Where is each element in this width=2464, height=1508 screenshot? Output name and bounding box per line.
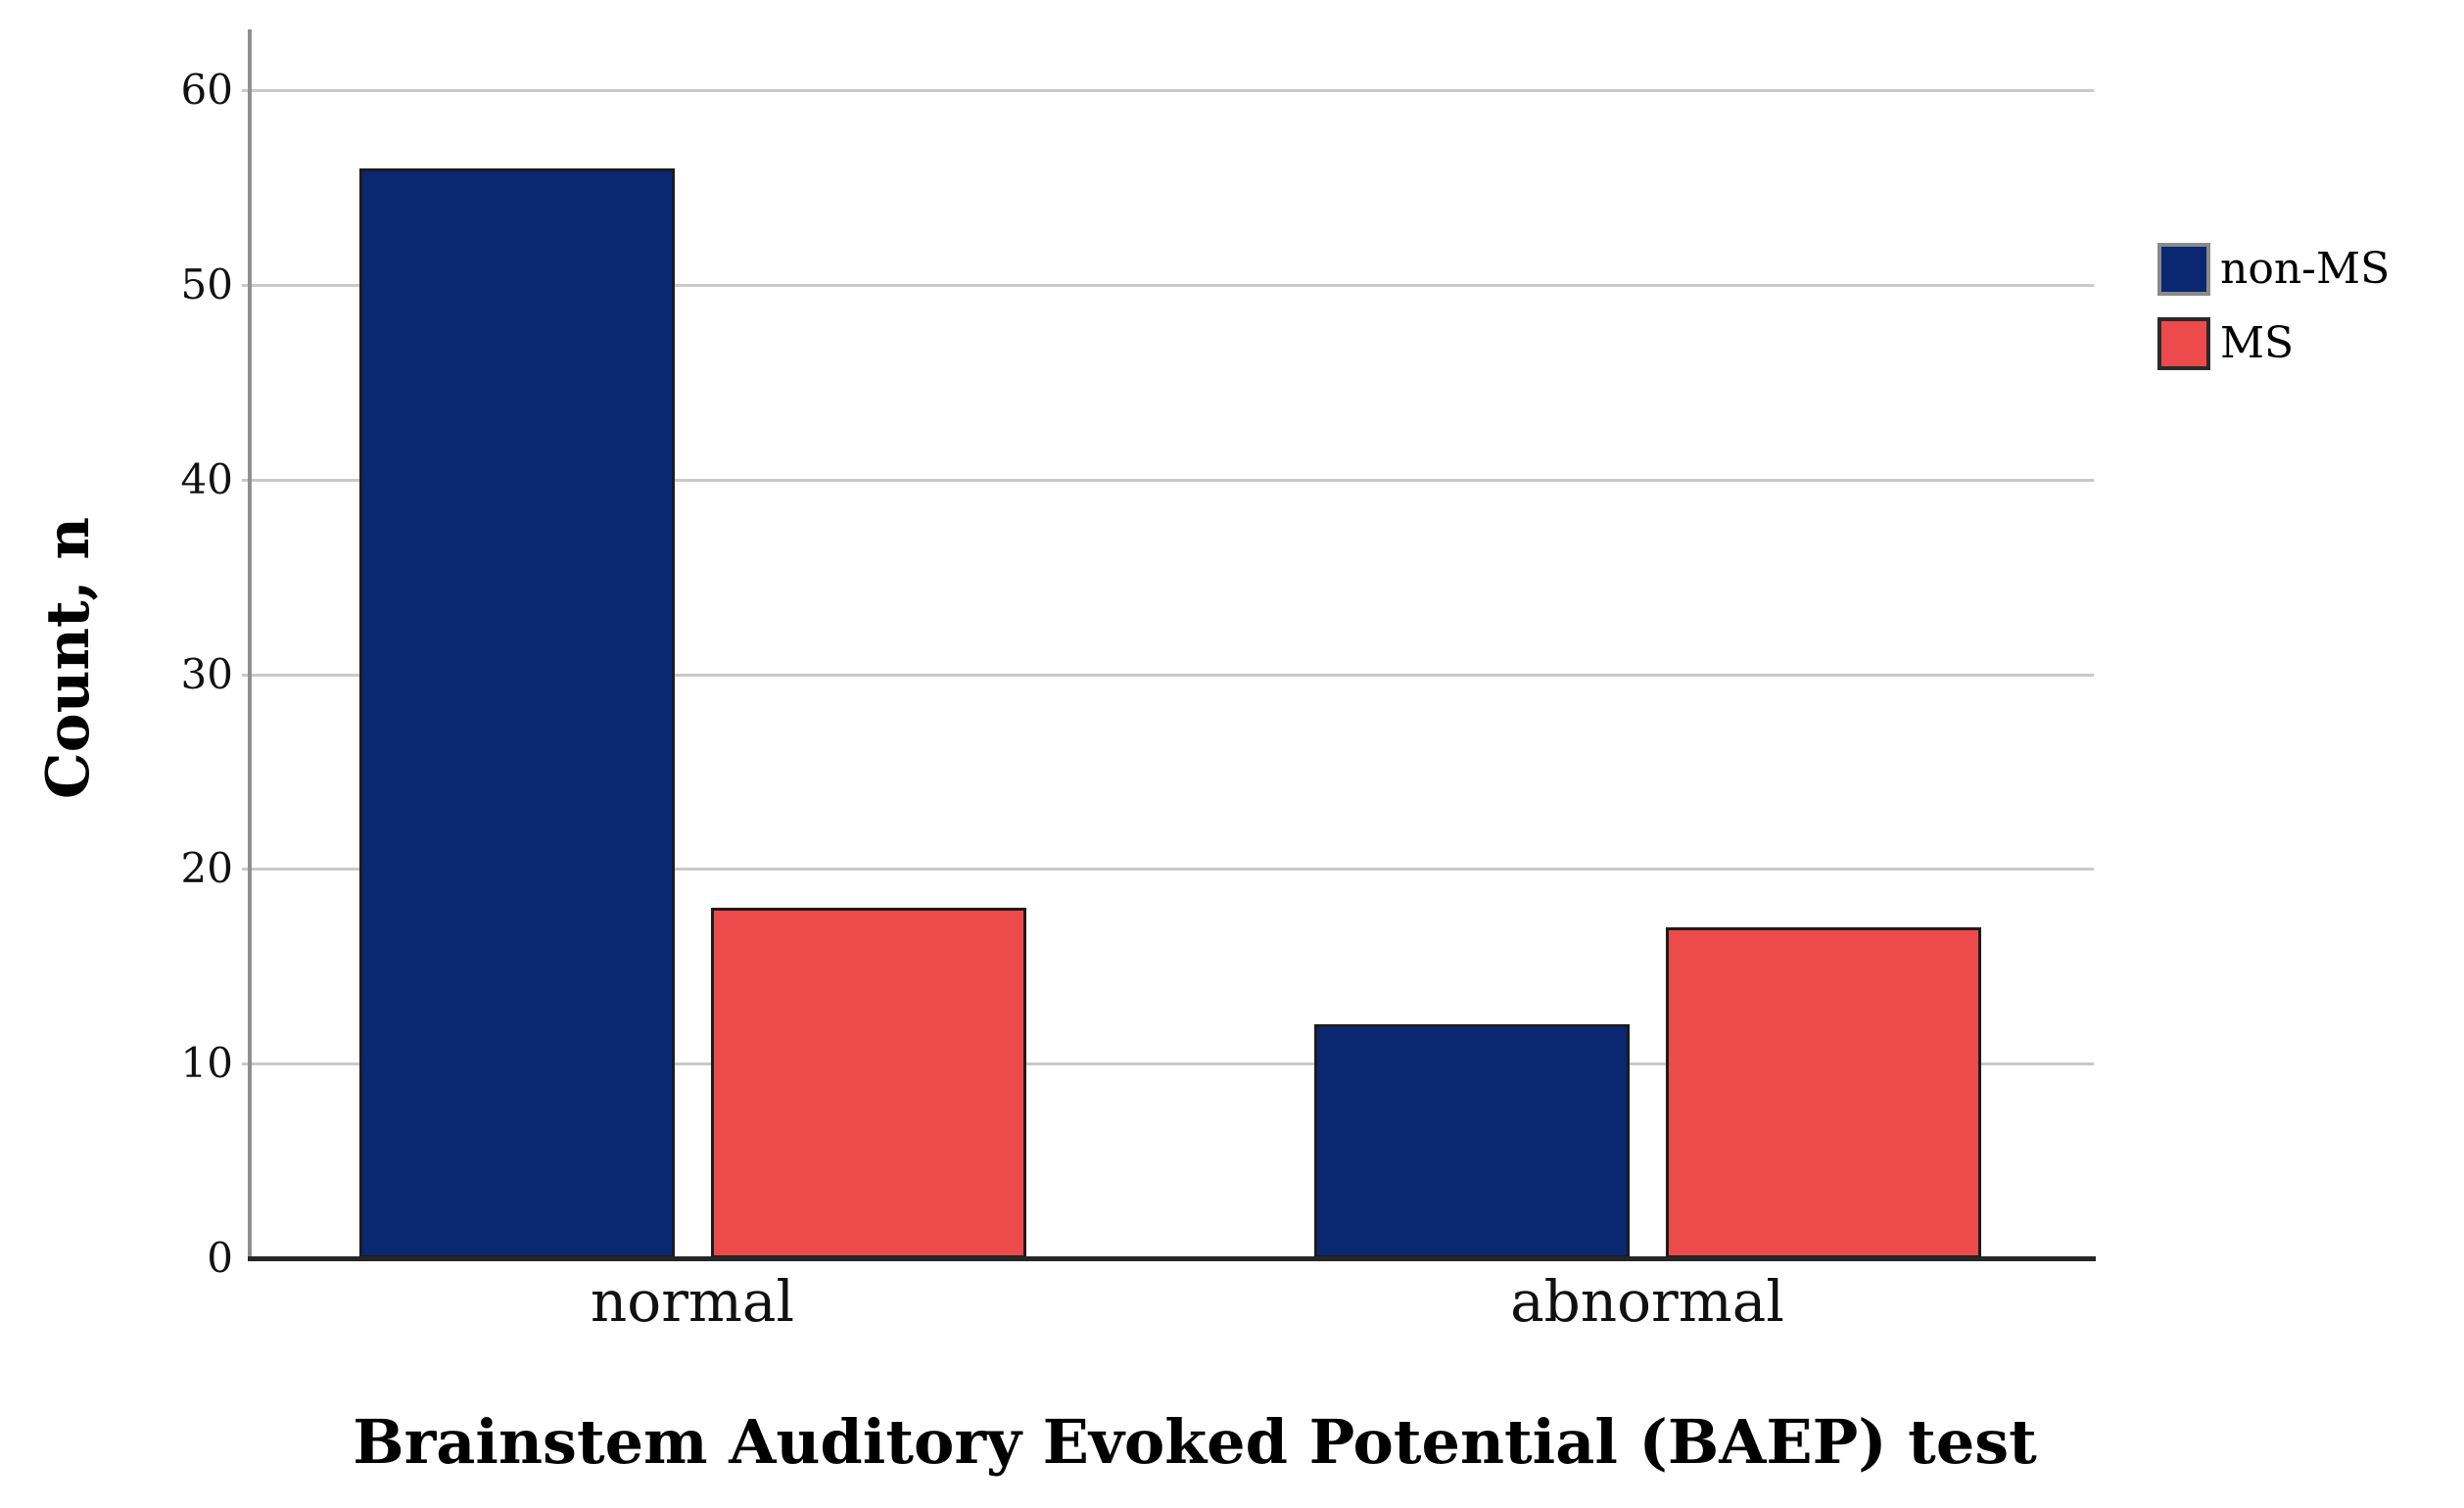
bar-abnormal-non-ms <box>1314 1024 1630 1258</box>
y-axis-line <box>248 29 252 1260</box>
gridline-20 <box>242 868 2094 871</box>
y-tick-label-30: 30 <box>180 650 233 698</box>
gridline-50 <box>242 284 2094 287</box>
y-tick-label-50: 50 <box>180 260 233 308</box>
y-tick-label-10: 10 <box>180 1039 233 1087</box>
legend-item-non-ms: non-MS <box>2157 243 2390 296</box>
x-category-label-abnormal: abnormal <box>1510 1268 1784 1335</box>
y-axis-title: Count, n <box>34 516 103 800</box>
legend-item-ms: MS <box>2157 317 2390 370</box>
legend-color-swatch-non-ms <box>2157 243 2210 296</box>
legend-color-swatch-ms <box>2157 317 2210 370</box>
bar-normal-non-ms <box>359 168 675 1258</box>
y-tick-label-40: 40 <box>180 455 233 503</box>
gridline-10 <box>242 1062 2094 1065</box>
bar-normal-ms <box>711 908 1026 1258</box>
gridline-30 <box>242 674 2094 677</box>
x-axis-title: Brainstem Auditory Evoked Potential (BAE… <box>353 1406 2037 1478</box>
x-axis-line <box>248 1256 2096 1261</box>
legend: non-MS MS <box>2157 243 2390 392</box>
y-tick-label-60: 60 <box>180 66 233 114</box>
gridline-40 <box>242 479 2094 482</box>
gridline-60 <box>242 89 2094 92</box>
y-tick-label-0: 0 <box>207 1234 233 1282</box>
legend-label-ms: MS <box>2220 318 2295 368</box>
bar-abnormal-ms <box>1666 927 1981 1258</box>
legend-label-non-ms: non-MS <box>2220 244 2391 294</box>
x-category-label-normal: normal <box>590 1268 795 1335</box>
y-tick-label-20: 20 <box>180 844 233 892</box>
